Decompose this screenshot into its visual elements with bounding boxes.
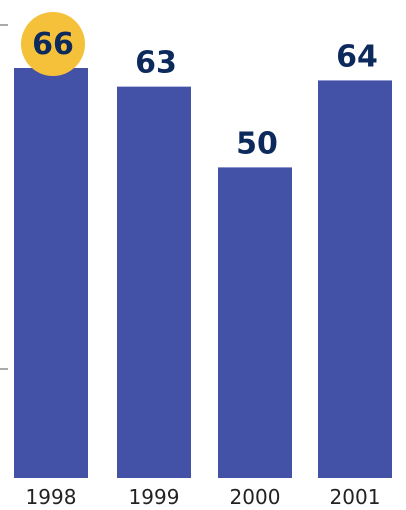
data-label-2001: 64 (336, 39, 378, 74)
bar-1998 (14, 68, 88, 478)
bar-2000 (218, 167, 292, 479)
x-tick-label-1998: 1998 (26, 485, 77, 509)
data-label-2000: 50 (236, 126, 278, 161)
x-tick-label-2001: 2001 (330, 485, 381, 509)
bar-2001 (318, 80, 392, 478)
x-tick-label-1999: 1999 (129, 485, 180, 509)
highlight-badge (21, 12, 85, 76)
bar-1999 (117, 86, 191, 479)
data-label-1998: 66 (32, 27, 74, 62)
x-tick-label-2000: 2000 (230, 485, 281, 509)
data-label-1999: 63 (135, 46, 177, 81)
